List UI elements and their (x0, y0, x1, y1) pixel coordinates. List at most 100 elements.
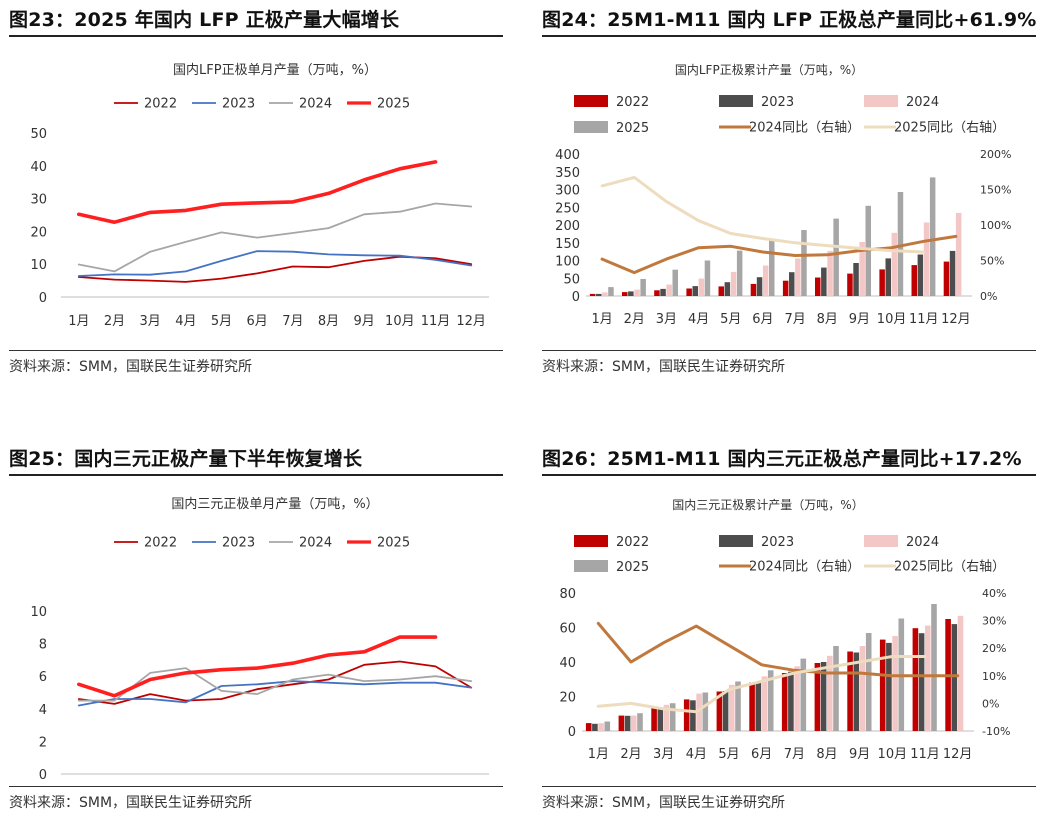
x-tick-label: 2月 (620, 747, 641, 762)
bar-2024 (663, 704, 670, 731)
bar-2022 (683, 699, 690, 731)
y2-tick-label: 200% (980, 148, 1011, 161)
y2-tick-label: 10% (982, 670, 1006, 683)
title-rule (9, 474, 503, 476)
legend-label: 2024 (299, 97, 332, 112)
x-tick-label: 5月 (718, 747, 739, 762)
bar-2023 (789, 272, 795, 296)
bar-2022 (814, 663, 821, 731)
bar-2022 (749, 682, 755, 731)
bar-2024 (955, 212, 962, 296)
legend-swatch (864, 95, 898, 107)
bar-2024 (666, 284, 672, 296)
bar-2022 (912, 628, 919, 731)
bar-2025 (897, 192, 904, 296)
bar-2022 (618, 715, 625, 731)
y-tick-label: 40 (559, 656, 576, 671)
legend-label: 2025 (616, 560, 649, 575)
source-rule (9, 786, 503, 787)
y-tick-label: 10 (30, 605, 47, 620)
figure-title: 图25：国内三元正极产量下半年恢复增长 (9, 448, 363, 470)
bar-2022 (750, 283, 757, 296)
bar-2022 (585, 723, 592, 731)
bar-2025 (604, 721, 611, 731)
y-tick-label: 400 (555, 148, 580, 163)
legend-swatch (574, 121, 608, 133)
bar-2024 (598, 723, 604, 731)
x-tick-label: 10月 (385, 314, 415, 329)
legend-label: 2022 (144, 536, 177, 551)
bar-2022 (622, 292, 628, 296)
bar-2023 (853, 263, 859, 296)
yoy-line (600, 234, 958, 275)
bar-2025 (672, 269, 678, 296)
bar-2022 (879, 639, 886, 731)
bar-2025 (800, 658, 807, 731)
y-tick-label: 50 (563, 272, 580, 287)
legend-label: 2024同比（右轴） (749, 121, 860, 136)
y-tick-label: 350 (555, 166, 580, 181)
bar-2025 (833, 646, 839, 731)
yoy-line (600, 175, 926, 254)
bar-2025 (735, 681, 741, 731)
chart-title: 国内三元正极累计产量（万吨，%） (672, 498, 863, 512)
bar-2022 (879, 269, 885, 296)
bar-2022 (911, 265, 917, 296)
x-tick-label: 9月 (849, 312, 870, 327)
y2-tick-label: 100% (980, 219, 1011, 232)
legend-label: 2025 (616, 121, 649, 136)
x-tick-label: 4月 (688, 312, 709, 327)
y-tick-label: 20 (559, 691, 576, 706)
series-line-2023 (77, 250, 473, 277)
bar-2025 (929, 177, 936, 296)
y-tick-label: 30 (30, 193, 47, 208)
bar-2023 (853, 652, 860, 731)
chart-panel-lfp-monthly: 图23：2025 年国内 LFP 正极产量大幅增长 国内LFP正极单月产量（万吨… (9, 0, 503, 385)
x-tick-label: 3月 (653, 747, 674, 762)
figure-title: 图26：25M1-M11 国内三元正极总产量同比+17.2% (542, 448, 1022, 470)
x-tick-label: 9月 (354, 314, 375, 329)
y-tick-label: 250 (555, 201, 580, 216)
y2-tick-label: 40% (982, 587, 1006, 600)
x-tick-label: 9月 (849, 747, 870, 762)
bar-2023 (722, 691, 729, 731)
figure-title: 图24：25M1-M11 国内 LFP 正极总产量同比+61.9% (542, 9, 1037, 31)
x-tick-label: 1月 (68, 314, 89, 329)
legend-label: 2024 (906, 95, 939, 110)
series-line-2025 (77, 635, 438, 698)
x-tick-label: 11月 (421, 314, 451, 329)
x-tick-label: 8月 (318, 314, 339, 329)
y2-tick-label: 0% (980, 290, 997, 303)
bar-2023 (918, 633, 925, 731)
legend-swatch (574, 95, 608, 107)
legend-label: 2025 (377, 536, 410, 551)
x-tick-label: 7月 (784, 747, 805, 762)
bar-2023 (628, 291, 634, 296)
x-tick-label: 12月 (941, 312, 971, 327)
legend-label: 2023 (761, 95, 794, 110)
bar-2023 (724, 282, 731, 296)
y-tick-label: 4 (39, 703, 47, 718)
combo-chart-ternary-cumulative: 国内三元正极累计产量（万吨，%） 2022 2023 2024 2025 2024同比（右… (559, 498, 1010, 762)
y-tick-label: 8 (39, 638, 47, 653)
bar-2023 (820, 662, 827, 731)
bar-2023 (755, 681, 762, 731)
bar-2023 (624, 715, 631, 731)
bar-2024 (729, 684, 735, 731)
legend-label: 2024同比（右轴） (749, 560, 860, 575)
bar-2023 (657, 707, 664, 731)
combo-chart-lfp-cumulative: 国内LFP正极累计产量（万吨，%） 2022 2023 2024 2025 2024同比（… (555, 63, 1011, 327)
bar-2024 (859, 646, 866, 731)
bar-2022 (847, 651, 853, 731)
bar-2023 (596, 293, 602, 296)
x-tick-label: 5月 (720, 312, 741, 327)
series-line-2024 (77, 202, 473, 273)
bar-2025 (640, 279, 646, 296)
bar-2025 (865, 633, 872, 731)
bar-2025 (669, 703, 676, 731)
y-tick-label: 10 (30, 258, 47, 273)
bar-2022 (686, 288, 692, 296)
x-tick-label: 10月 (877, 312, 907, 327)
bar-2024 (602, 292, 608, 296)
source-note: 资料来源：SMM，国联民生证券研究所 (542, 795, 786, 811)
